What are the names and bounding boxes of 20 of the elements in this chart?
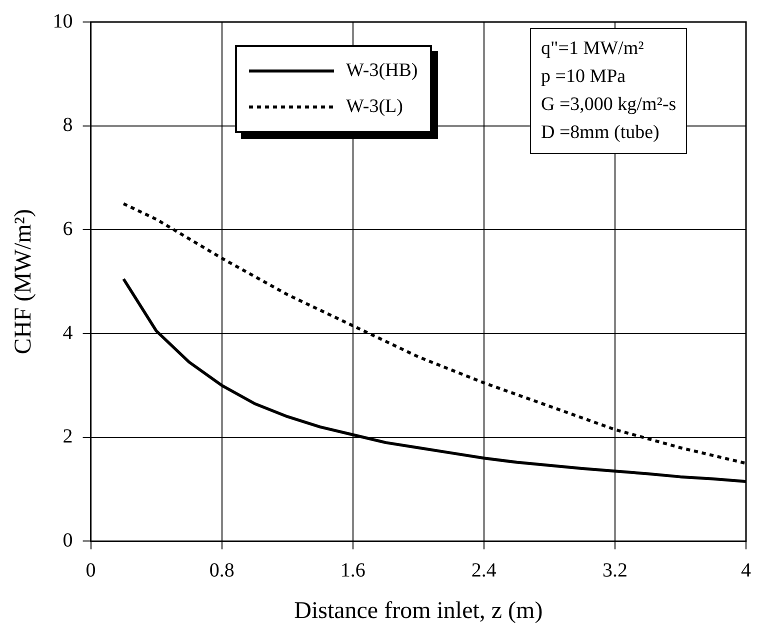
x-tick-label: 0.8	[209, 559, 234, 582]
x-axis-title: Distance from inlet, z (m)	[294, 598, 543, 624]
x-tick-label: 2.4	[471, 559, 496, 582]
annotation: D =8mm (tube)	[541, 121, 660, 145]
x-tick-label: 0	[86, 559, 96, 582]
annotation: G =3,000 kg/m²-s	[541, 93, 676, 117]
y-tick-label: 10	[52, 10, 73, 32]
legend-label: W-3(HB)	[346, 60, 418, 82]
y-tick-label: 4	[62, 322, 73, 344]
y-tick-label: 0	[62, 529, 73, 552]
y-tick-label: 6	[62, 218, 73, 240]
y-tick-label: 8	[62, 114, 73, 136]
annotation: q"=1 MW/m²	[541, 37, 645, 61]
y-axis-title: CHF (MW/m²)	[10, 209, 37, 354]
legend-label: W-3(L)	[346, 96, 403, 118]
annotation: p =10 MPa	[541, 65, 627, 89]
y-tick-label: 2	[62, 426, 73, 448]
x-tick-label: 3.2	[602, 559, 628, 582]
x-tick-label: 4	[741, 559, 751, 582]
x-tick-label: 1.6	[340, 559, 366, 582]
